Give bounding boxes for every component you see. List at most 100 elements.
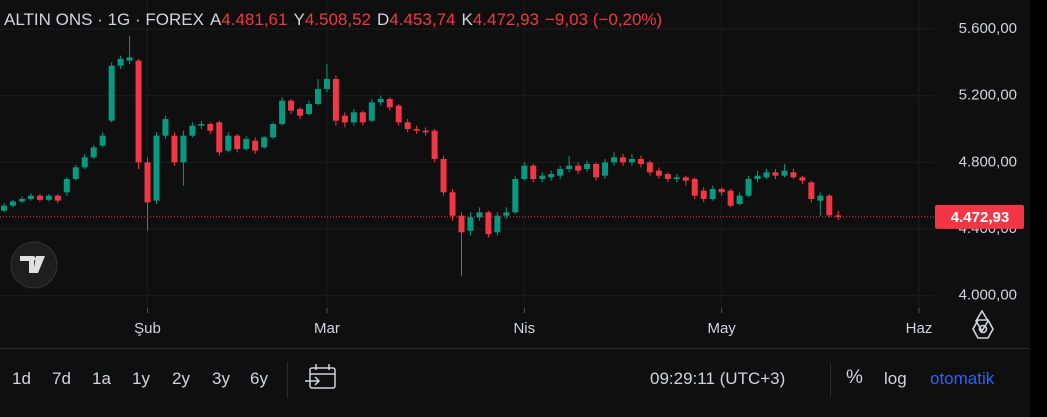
candle-body: [332, 79, 339, 121]
candle-body: [189, 125, 196, 136]
candle-body: [288, 100, 295, 111]
legend-key: K: [461, 10, 473, 29]
x-tick-label: Mar: [314, 320, 340, 337]
candle-body: [54, 195, 61, 201]
candle-body: [45, 195, 52, 200]
candle-body: [180, 135, 187, 163]
candle-body: [781, 170, 788, 176]
percent-button[interactable]: %: [846, 367, 863, 388]
candle-body: [99, 135, 106, 146]
candle-body: [476, 212, 483, 218]
candle-body: [467, 217, 474, 231]
candle-body: [512, 179, 519, 213]
x-tick-label: Nis: [513, 320, 535, 337]
candle-body: [575, 165, 582, 171]
candle-body: [440, 159, 447, 193]
candle-body: [449, 192, 456, 216]
range-button[interactable]: 6y: [250, 369, 268, 388]
y-tick-label: 5.600,00: [959, 20, 1017, 37]
candle-body: [584, 164, 591, 169]
candle-body: [270, 124, 277, 138]
range-button[interactable]: 1y: [132, 369, 150, 388]
y-tick-label: 4.800,00: [959, 153, 1017, 170]
candle-body: [216, 122, 223, 153]
range-button[interactable]: 1a: [92, 369, 111, 388]
candle-body: [503, 212, 510, 216]
candle-body: [386, 99, 393, 108]
candle-body: [790, 172, 797, 178]
symbol: ALTIN ONS · 1G · FOREX: [4, 10, 204, 29]
candle-body: [593, 164, 600, 178]
candle-body: [700, 190, 707, 199]
candle-body: [63, 179, 70, 193]
legend: ALTIN ONS · 1G · FOREX A4.481,61 Y4.508,5…: [4, 10, 662, 30]
candle-body: [314, 89, 321, 104]
candle-body: [18, 199, 25, 202]
candle-body: [485, 212, 492, 234]
candle-body: [27, 195, 34, 199]
candle-body: [494, 215, 501, 233]
candle-body: [359, 112, 366, 123]
candle-body: [763, 172, 770, 178]
candle-body: [799, 177, 806, 181]
candle-body: [1, 205, 7, 211]
range-button[interactable]: 1d: [12, 369, 31, 388]
candle-body: [36, 195, 43, 200]
candle-body: [664, 174, 671, 179]
candle-body: [341, 115, 348, 123]
legend-key: Y: [293, 10, 305, 29]
candle-body: [144, 162, 151, 203]
legend-key: D: [377, 10, 390, 29]
candle-body: [90, 147, 97, 158]
candle-body: [368, 102, 375, 121]
candle-body: [835, 215, 842, 217]
tv-logo[interactable]: [10, 241, 58, 289]
toolbar: 1d 7d 1a 1y 2y 3y 6y 09:29:11 (UTC+3)% log otomat…: [0, 349, 1047, 417]
candle-body: [602, 162, 609, 176]
range-button[interactable]: 7d: [52, 369, 71, 388]
candle-body: [521, 165, 528, 179]
y-tick-label: 4.000,00: [959, 287, 1017, 304]
range-button[interactable]: 2y: [172, 369, 190, 388]
legend-field: Y4.508,52: [293, 10, 371, 30]
log-button[interactable]: log: [884, 369, 907, 388]
candle-body: [252, 140, 259, 151]
candle-body: [691, 179, 698, 196]
candle-body: [655, 170, 662, 176]
candle-body: [557, 169, 564, 176]
calendar-icon[interactable]: [305, 364, 336, 389]
candle-body: [637, 159, 644, 164]
candles: [1, 35, 842, 276]
candle-body: [709, 189, 716, 199]
candle-body: [808, 182, 815, 199]
candle-body: [81, 157, 88, 168]
candle-body: [126, 57, 133, 61]
y-tick-label: 5.200,00: [959, 87, 1017, 104]
candle-body: [350, 112, 357, 123]
candle-body: [745, 179, 752, 196]
legend-field: K4.472,93: [461, 10, 539, 30]
auto-button[interactable]: otomatik: [930, 369, 995, 388]
candle-body: [736, 195, 743, 204]
candle-body: [9, 201, 16, 206]
candle-body: [826, 195, 833, 216]
candle-body: [306, 104, 312, 114]
candle-body: [628, 159, 635, 163]
timezone-button[interactable]: 09:29:11 (UTC+3): [650, 369, 786, 388]
candle-body: [611, 157, 617, 163]
legend-key: A: [209, 10, 222, 29]
candle-body: [673, 177, 680, 179]
candle-body: [682, 177, 689, 181]
legend-value: 4.472,93: [472, 10, 539, 29]
range-button[interactable]: 3y: [212, 369, 230, 388]
x-tick-label: Şub: [134, 320, 161, 337]
settings-icon[interactable]: [972, 309, 994, 339]
candle-body: [772, 172, 779, 176]
candle-body: [225, 135, 232, 151]
candle-body: [171, 135, 178, 163]
candle-body: [323, 79, 330, 89]
candle-body: [718, 189, 725, 193]
candle-body: [422, 130, 429, 133]
legend-value: 4.508,52: [304, 10, 371, 29]
